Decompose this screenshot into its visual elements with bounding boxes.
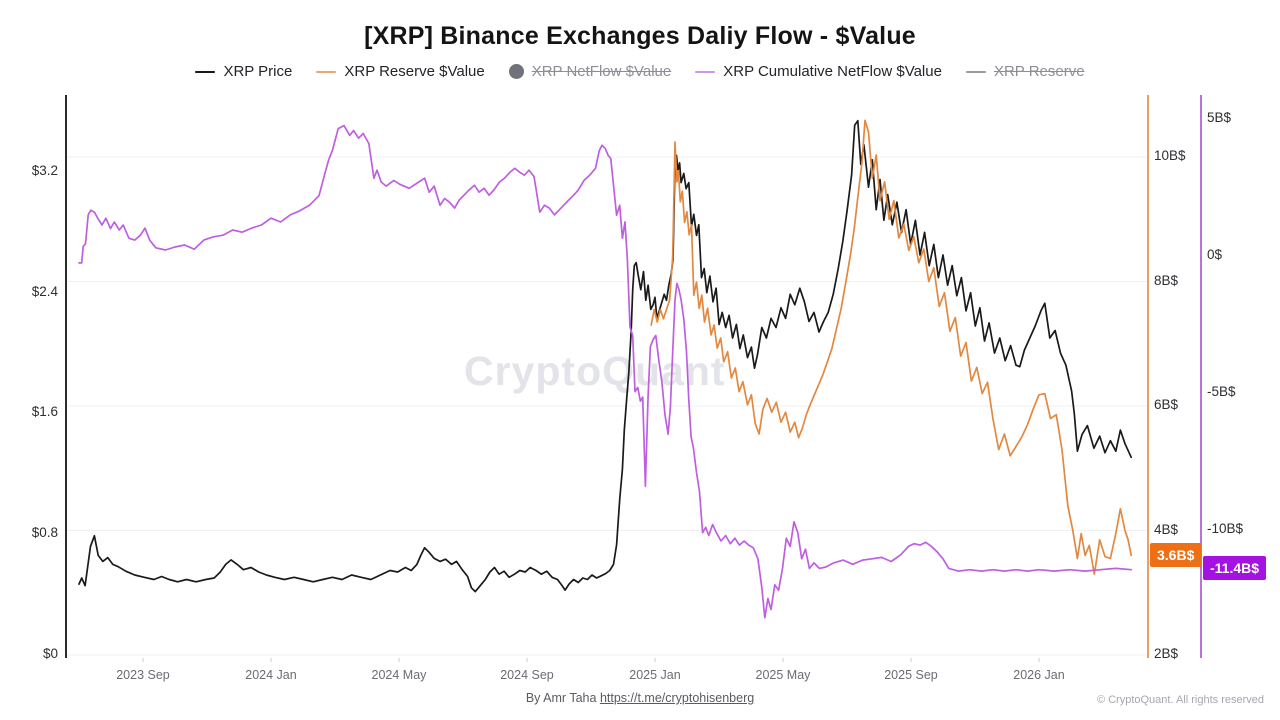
legend-item-xrp-reserve[interactable]: XRP Reserve [965,63,1085,80]
x-axis-label: 2024 Sep [500,668,554,682]
cryptoquant-watermark: CryptoQuant [464,348,726,394]
price-axis-label: $0.8 [31,525,58,541]
x-axis-label: 2025 Jan [629,668,681,682]
byline: By Amr Taha https://t.me/cryptohisenberg [0,691,1280,705]
x-axis-label: 2024 May [371,668,427,682]
legend-line-icon [695,70,716,73]
legend-circle-icon [508,64,524,79]
legend-label: XRP Price [223,63,293,80]
legend: XRP Price XRP Reserve $Value XRP NetFlow $… [0,63,1280,80]
legend-line-icon [195,70,216,73]
reserve-value-badge: 3.6B$ [1150,543,1202,568]
legend-item-xrp-price[interactable]: XRP Price [195,63,292,80]
price-axis-label: $1.6 [31,404,58,420]
x-axis-label: 2024 Jan [245,668,297,682]
legend-label: XRP NetFlow $Value [531,63,672,80]
x-axis-label: 2026 Jan [1013,668,1065,682]
price-axis-label: $3.2 [31,162,58,178]
copyright-text: © CryptoQuant. All rights reserved [1096,694,1264,706]
cumulative-axis-label: 5B$ [1207,110,1232,125]
legend-item-xrp-netflow-value[interactable]: XRP NetFlow $Value [508,63,672,80]
reserve-axis-label: 4B$ [1154,521,1179,537]
reserve-axis-label: 10B$ [1154,148,1186,163]
price-axis-label: $0 [42,646,58,661]
legend-line-icon [965,70,986,73]
reserve-axis-label: 2B$ [1154,646,1179,661]
cumulative-value-badge: -11.4B$ [1203,556,1267,581]
x-axis-label: 2023 Sep [116,668,170,682]
legend-item-xrp-cumulative-netflow-value[interactable]: XRP Cumulative NetFlow $Value [695,63,942,80]
xrp-reserve-value-line [650,119,1133,575]
reserve-axis-label: 8B$ [1154,272,1179,288]
legend-label: XRP Cumulative NetFlow $Value [723,63,942,80]
byline-text: By Amr Taha [525,691,597,705]
xrp-price-line [78,119,1133,593]
telegram-link[interactable]: https://t.me/cryptohisenberg [599,691,755,705]
x-axis-label: 2025 Sep [884,668,938,682]
price-axis-label: $2.4 [31,283,58,299]
cumulative-axis-label: 0$ [1207,247,1223,262]
chart-title: [XRP] Binance Exchanges Daliy Flow - $Va… [364,22,916,50]
legend-label: XRP Reserve [993,63,1085,80]
cumulative-axis-label: -5B$ [1207,384,1236,399]
cumulative-axis-label: -10B$ [1207,521,1244,536]
reserve-axis-label: 6B$ [1154,397,1179,412]
x-axis-label: 2025 May [755,668,811,682]
legend-line-icon [316,70,337,73]
xrp-cumulative-netflow-line [78,124,1133,619]
legend-label: XRP Reserve $Value [344,63,485,80]
legend-item-xrp-reserve-value[interactable]: XRP Reserve $Value [316,63,485,80]
